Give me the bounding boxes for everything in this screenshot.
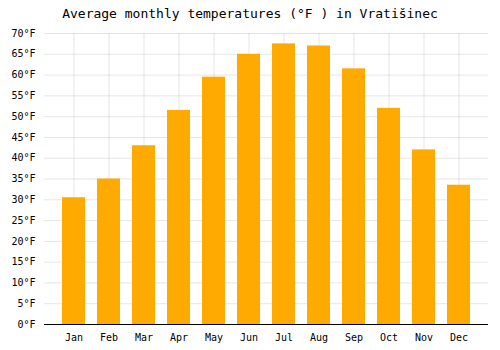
svg-text:Jan: Jan xyxy=(65,332,83,343)
svg-text:20°F: 20°F xyxy=(11,236,35,247)
svg-text:40°F: 40°F xyxy=(11,152,35,163)
svg-text:0°F: 0°F xyxy=(17,319,35,330)
svg-text:Jun: Jun xyxy=(240,332,258,343)
svg-text:45°F: 45°F xyxy=(11,132,35,143)
html-text:Average monthly temperatures (: Average monthly temperatures (°F ) in Vr… xyxy=(62,6,438,21)
svg-text:Nov: Nov xyxy=(415,332,433,343)
svg-text:70°F: 70°F xyxy=(11,28,35,39)
svg-text:May: May xyxy=(205,332,223,343)
svg-text:25°F: 25°F xyxy=(11,215,35,226)
svg-text:10°F: 10°F xyxy=(11,277,35,288)
svg-text:60°F: 60°F xyxy=(11,69,35,80)
svg-text:Jul: Jul xyxy=(275,332,293,343)
svg-text:55°F: 55°F xyxy=(11,90,35,101)
svg-text:Aug: Aug xyxy=(310,332,328,343)
svg-text:Apr: Apr xyxy=(170,332,188,343)
svg-text:5°F: 5°F xyxy=(17,298,35,309)
svg-text:Sep: Sep xyxy=(345,332,363,343)
svg-text:30°F: 30°F xyxy=(11,194,35,205)
svg-text:Oct: Oct xyxy=(380,332,398,343)
svg-text:15°F: 15°F xyxy=(11,256,35,267)
svg-text:Mar: Mar xyxy=(135,332,153,343)
svg-text:Feb: Feb xyxy=(100,332,118,343)
svg-text:50°F: 50°F xyxy=(11,111,35,122)
svg-text:65°F: 65°F xyxy=(11,48,35,59)
svg-text:Dec: Dec xyxy=(450,332,468,343)
svg-text:35°F: 35°F xyxy=(11,173,35,184)
